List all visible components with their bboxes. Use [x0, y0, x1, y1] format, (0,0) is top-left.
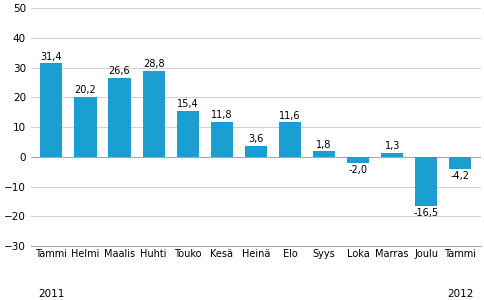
Bar	[142, 71, 165, 157]
Text: 28,8: 28,8	[142, 59, 164, 69]
Bar	[312, 152, 334, 157]
Bar	[347, 157, 368, 163]
Text: 11,6: 11,6	[279, 110, 300, 121]
Text: 26,6: 26,6	[108, 66, 130, 76]
Text: 1,3: 1,3	[384, 141, 399, 151]
Text: 20,2: 20,2	[75, 85, 96, 95]
Bar	[278, 122, 301, 157]
Bar	[210, 122, 232, 157]
Text: -2,0: -2,0	[348, 164, 367, 175]
Text: -16,5: -16,5	[413, 208, 438, 218]
Text: 11,8: 11,8	[211, 110, 232, 120]
Bar	[380, 153, 403, 157]
Text: 3,6: 3,6	[248, 134, 263, 144]
Text: 31,4: 31,4	[41, 52, 62, 62]
Bar	[40, 64, 62, 157]
Bar	[108, 78, 130, 157]
Text: 2011: 2011	[38, 289, 64, 299]
Text: -4,2: -4,2	[450, 171, 469, 181]
Text: 15,4: 15,4	[177, 99, 198, 109]
Bar	[414, 157, 437, 206]
Bar	[74, 97, 96, 157]
Text: 1,8: 1,8	[316, 140, 331, 150]
Bar	[244, 146, 266, 157]
Text: 2012: 2012	[446, 289, 472, 299]
Bar	[176, 111, 198, 157]
Bar	[448, 157, 470, 169]
